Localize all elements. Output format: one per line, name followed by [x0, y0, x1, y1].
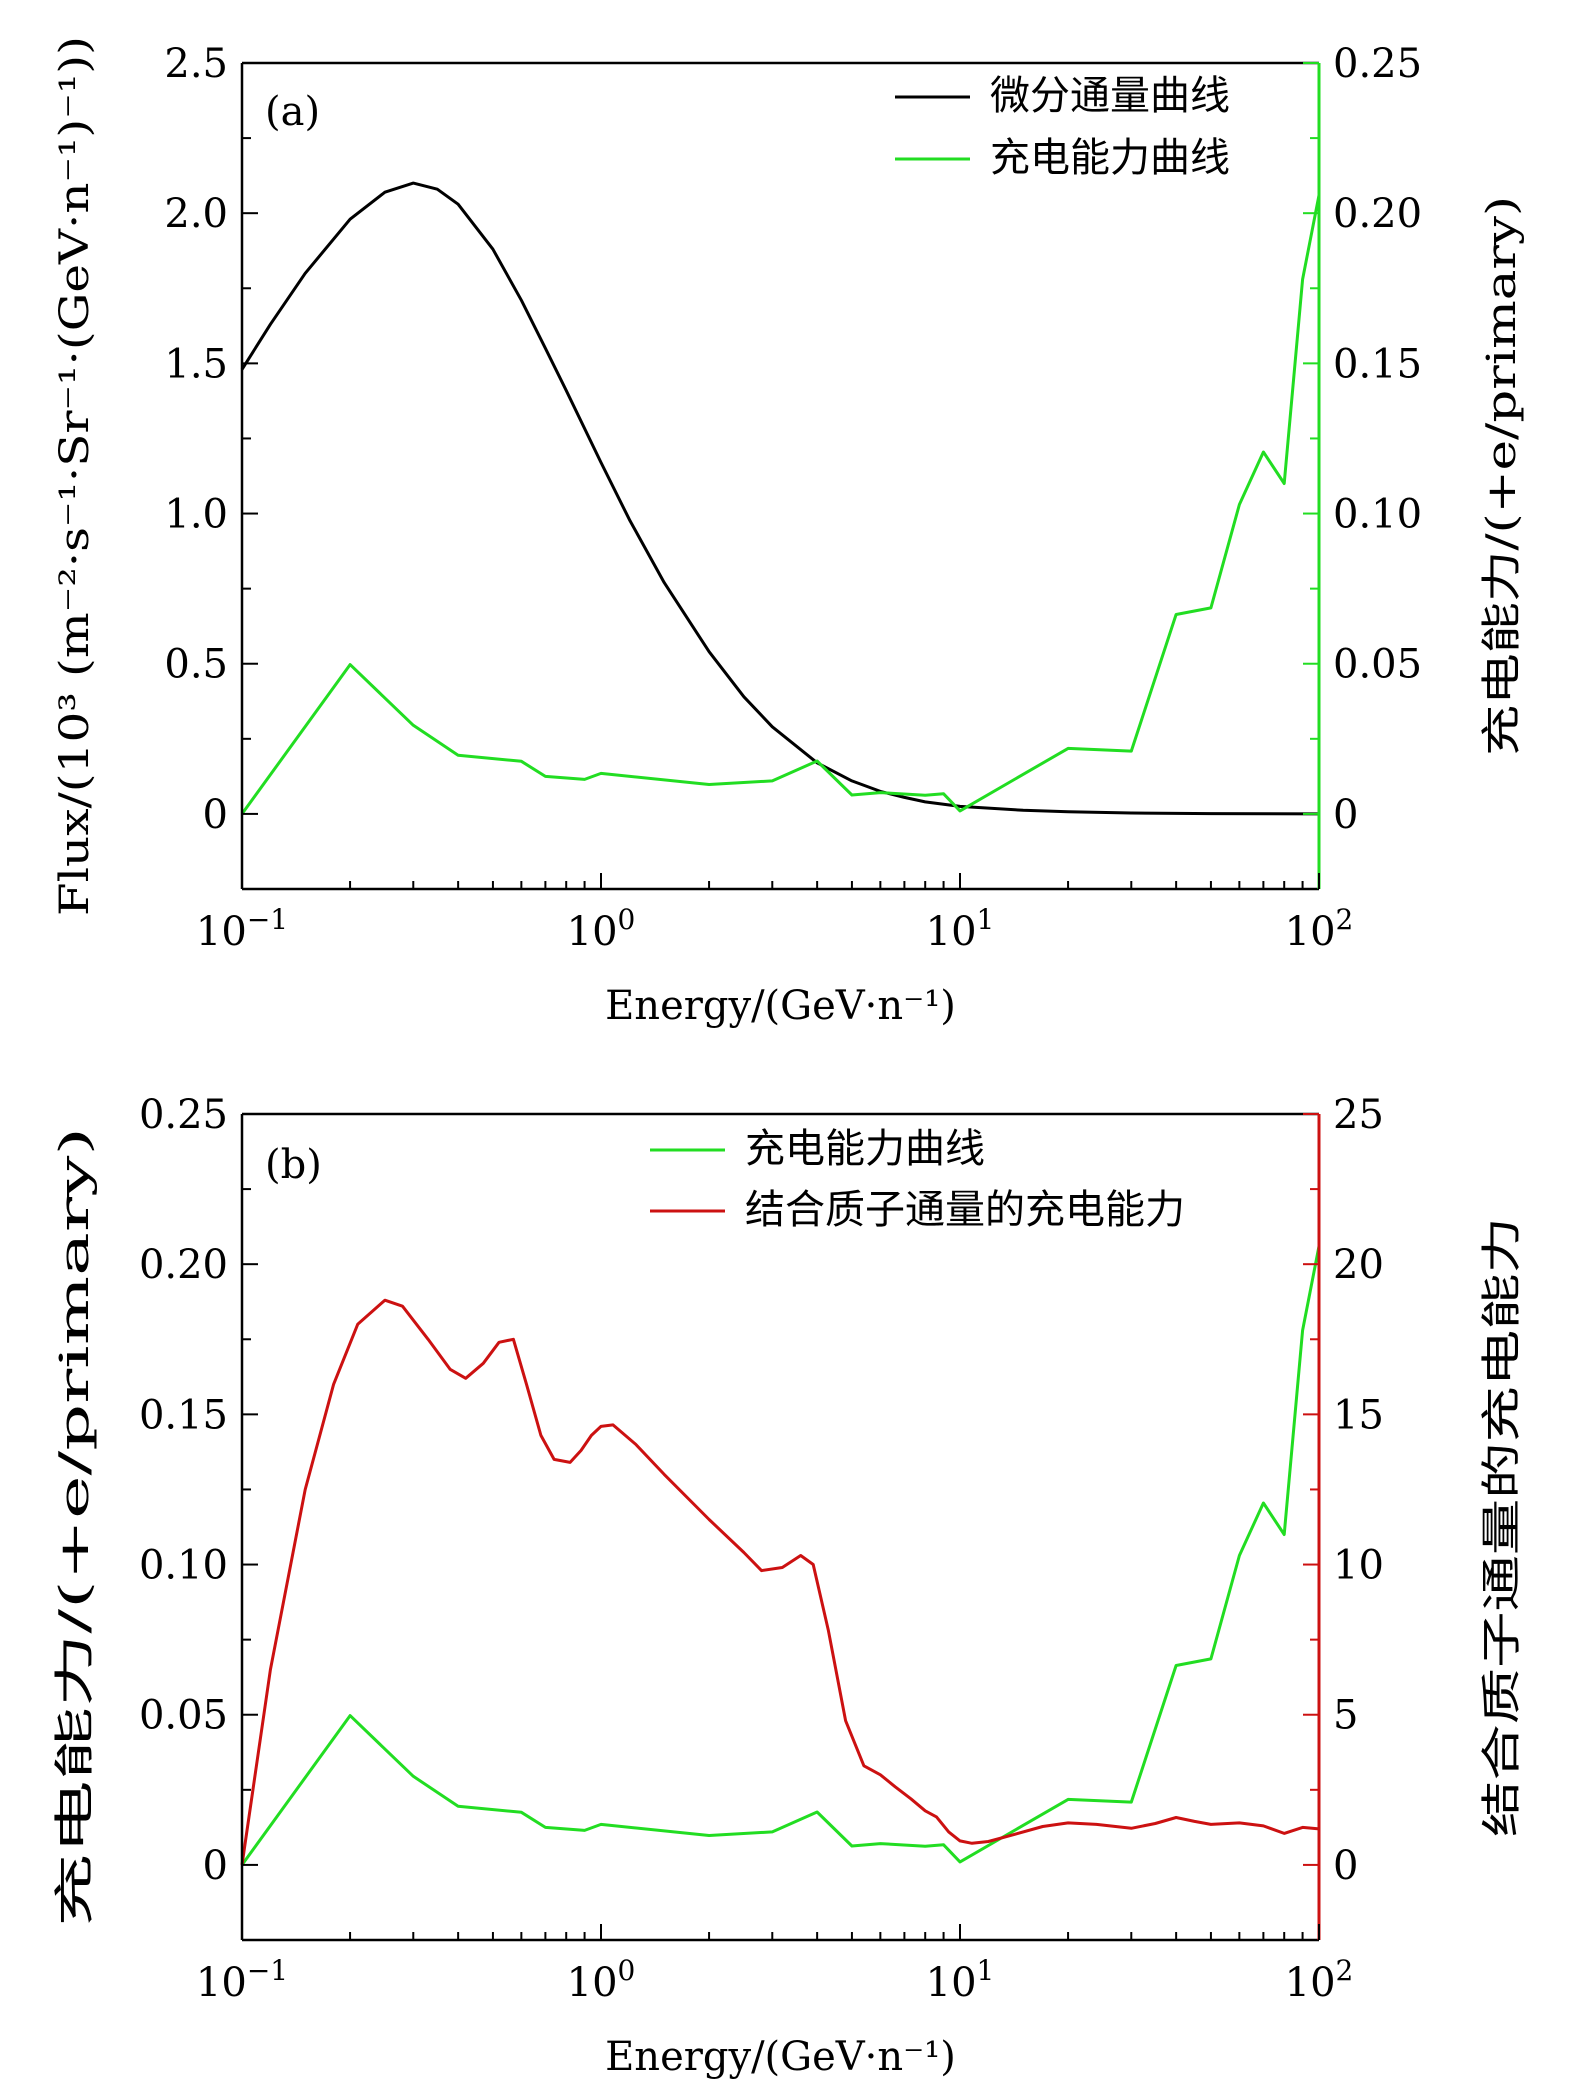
x-tick-label: 100 [567, 1954, 636, 2006]
y-right-tick-label: 15 [1333, 1392, 1384, 1438]
y-left-tick-label: 0.5 [164, 642, 228, 688]
y-right-tick-label: 0.20 [1333, 191, 1422, 237]
y-right-tick-label: 0 [1333, 792, 1358, 838]
series-line-b-0 [240, 1245, 1321, 1866]
y-left-tick-label: 0.10 [139, 1543, 228, 1589]
x-tick-label: 10−1 [196, 903, 288, 955]
y-right-tick-label: 0.05 [1333, 642, 1422, 688]
y-right-tick-label: 20 [1333, 1242, 1384, 1288]
x-tick-label: 102 [1285, 903, 1354, 955]
y-left-tick-label: 1.0 [164, 492, 228, 538]
panel-b: 10−1 100 101 102 0 0.05 0.10 0.15 0.20 0.25 0 5 10 15… [52, 1092, 1525, 2080]
y-left-tick-label: 0.20 [139, 1242, 228, 1288]
y-right-tick-label: 0.15 [1333, 341, 1422, 387]
x-tick-label: 102 [1285, 1954, 1354, 2006]
y-right-tick-label: 5 [1333, 1693, 1358, 1739]
y-right-tick-label: 0.25 [1333, 41, 1422, 87]
series-line-b-1 [240, 1298, 1320, 1866]
legend-label: 微分通量曲线 [990, 73, 1230, 119]
y-left-tick-label: 2.5 [164, 41, 228, 87]
legend-label: 结合质子通量的充电能力 [745, 1187, 1185, 1233]
x-tick-label: 101 [926, 1954, 995, 2006]
y-left-tick-label: 0.05 [139, 1693, 228, 1739]
x-axis-title: Energy/(GeV·n⁻¹) [605, 2034, 956, 2080]
y-right-tick-label: 25 [1333, 1092, 1384, 1138]
series-line-a-0 [240, 181, 1320, 816]
y-left-axis-title: 充电能力/(+e/primary) [52, 1127, 98, 1927]
y-left-tick-label: 2.0 [164, 191, 228, 237]
legend-label: 充电能力曲线 [745, 1126, 985, 1172]
y-right-tick-label: 0.10 [1333, 492, 1422, 538]
panel-label: (a) [265, 89, 320, 135]
legend-label: 充电能力曲线 [990, 135, 1230, 181]
y-right-tick-label: 0 [1333, 1843, 1358, 1889]
y-left-tick-label: 0.25 [139, 1092, 228, 1138]
y-left-tick-label: 0 [203, 792, 228, 838]
x-tick-label: 100 [567, 903, 636, 955]
y-left-axis-title: Flux/(10³ (m⁻²·s⁻¹·Sr⁻¹·(GeV·n⁻¹)⁻¹)) [52, 36, 98, 916]
x-tick-label: 10−1 [196, 1954, 288, 2006]
y-right-axis-title: 充电能力/(+e/primary) [1479, 196, 1525, 756]
series-line-a-1 [240, 194, 1321, 815]
y-right-tick-label: 10 [1333, 1543, 1384, 1589]
y-left-tick-label: 0.15 [139, 1392, 228, 1438]
y-right-axis-title: 结合质子通量的充电能力 [1479, 1217, 1525, 1837]
y-left-tick-label: 0 [203, 1843, 228, 1889]
x-tick-label: 101 [926, 903, 995, 955]
panel-label: (b) [265, 1142, 322, 1188]
x-axis-title: Energy/(GeV·n⁻¹) [605, 983, 956, 1029]
y-left-tick-label: 1.5 [164, 341, 228, 387]
panel-a: 10−1 100 101 102 0 0.5 1.0 1.5 2.0 2.5 0 0.05 0.10 0.… [52, 36, 1525, 1029]
